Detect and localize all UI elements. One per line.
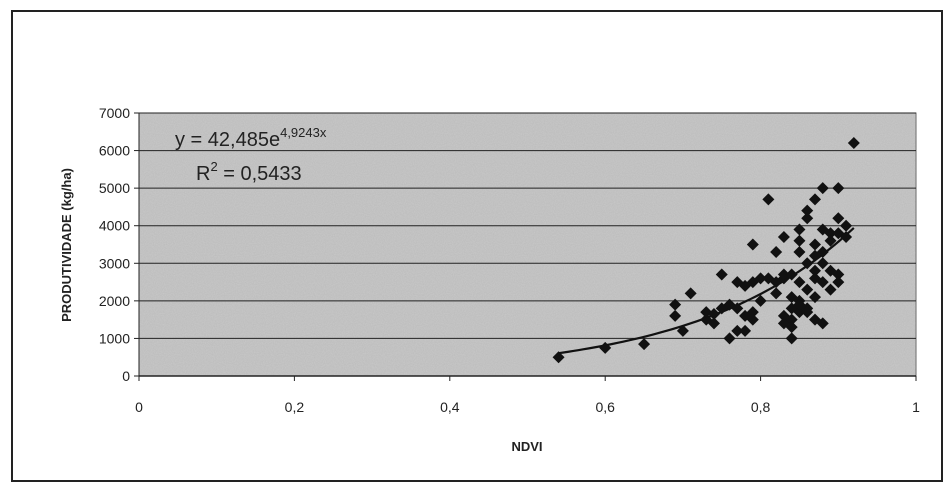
y-tick-label: 6000 bbox=[99, 143, 130, 159]
data-point bbox=[816, 257, 829, 270]
r-squared-value: = 0,5433 bbox=[218, 163, 302, 185]
data-point bbox=[801, 283, 814, 296]
r-squared-prefix: R bbox=[196, 163, 210, 185]
data-point bbox=[785, 332, 798, 345]
x-tick-label: 0 bbox=[135, 399, 143, 415]
data-point bbox=[684, 287, 697, 300]
data-point bbox=[770, 246, 783, 259]
y-tick-label: 0 bbox=[122, 368, 130, 384]
data-point bbox=[801, 212, 814, 225]
data-point bbox=[762, 193, 775, 206]
data-point bbox=[707, 317, 720, 330]
y-tick-label: 3000 bbox=[99, 255, 130, 271]
data-point bbox=[746, 313, 759, 326]
y-tick-label: 7000 bbox=[99, 105, 130, 121]
data-point bbox=[676, 324, 689, 337]
data-point bbox=[731, 324, 744, 337]
data-point bbox=[801, 257, 814, 270]
data-point bbox=[840, 219, 853, 232]
data-point bbox=[824, 283, 837, 296]
data-point bbox=[599, 341, 612, 354]
data-point bbox=[754, 272, 767, 285]
data-point bbox=[552, 351, 565, 364]
y-tick-labels: 0 1000 2000 3000 4000 5000 6000 7000 bbox=[99, 105, 130, 384]
r-squared-sup: 2 bbox=[210, 159, 217, 174]
data-point bbox=[793, 276, 806, 289]
data-point bbox=[777, 268, 790, 281]
data-point bbox=[808, 264, 821, 277]
data-point bbox=[785, 321, 798, 334]
data-point bbox=[801, 204, 814, 217]
data-point bbox=[832, 212, 845, 225]
x-tick-label: 0,8 bbox=[751, 399, 771, 415]
trend-equation: y = 42,485e4,9243x bbox=[175, 125, 327, 151]
axes bbox=[134, 112, 917, 381]
data-point bbox=[770, 287, 783, 300]
data-point bbox=[816, 276, 829, 289]
data-point bbox=[840, 230, 853, 243]
trend-equation-base: y = 42,485e bbox=[175, 129, 280, 151]
data-point bbox=[669, 298, 682, 311]
x-tick-label: 1 bbox=[912, 399, 920, 415]
data-point bbox=[731, 302, 744, 315]
data-point bbox=[808, 238, 821, 251]
data-point bbox=[746, 238, 759, 251]
y-tick-label: 2000 bbox=[99, 293, 130, 309]
r-squared: R2 = 0,5433 bbox=[196, 159, 302, 185]
data-point bbox=[785, 313, 798, 326]
data-point bbox=[715, 268, 728, 281]
data-point bbox=[723, 332, 736, 345]
x-tick-label: 0,6 bbox=[595, 399, 615, 415]
plot-background-texture bbox=[139, 113, 916, 376]
data-point bbox=[793, 246, 806, 259]
x-tick-label: 0,4 bbox=[440, 399, 460, 415]
x-tick-labels: 0 0,2 0,4 0,6 0,8 1 bbox=[135, 399, 920, 415]
data-points bbox=[552, 137, 860, 364]
data-point bbox=[847, 137, 860, 150]
y-tick-label: 4000 bbox=[99, 218, 130, 234]
data-point bbox=[777, 230, 790, 243]
y-tick-label: 1000 bbox=[99, 330, 130, 346]
data-point bbox=[638, 338, 651, 351]
data-point bbox=[793, 223, 806, 236]
data-point bbox=[669, 309, 682, 322]
data-point bbox=[801, 306, 814, 319]
x-tick-label: 0,2 bbox=[285, 399, 305, 415]
plot-area bbox=[138, 112, 917, 377]
data-point bbox=[707, 308, 720, 321]
trend-equation-exponent: 4,9243x bbox=[280, 125, 327, 140]
data-point bbox=[816, 182, 829, 195]
data-point bbox=[832, 276, 845, 289]
data-point bbox=[808, 193, 821, 206]
y-tick-label: 5000 bbox=[99, 180, 130, 196]
data-point bbox=[754, 294, 767, 307]
data-point bbox=[793, 234, 806, 247]
data-point bbox=[832, 268, 845, 281]
x-axis-title: NDVI bbox=[511, 439, 542, 454]
data-point bbox=[824, 227, 837, 240]
data-point bbox=[739, 324, 752, 337]
data-point bbox=[816, 246, 829, 259]
data-point bbox=[808, 291, 821, 304]
data-point bbox=[824, 234, 837, 247]
data-point bbox=[832, 182, 845, 195]
data-point bbox=[785, 268, 798, 281]
y-axis-title: PRODUTIVIDADE (kg/ha) bbox=[59, 168, 74, 322]
data-point bbox=[816, 317, 829, 330]
data-point bbox=[746, 306, 759, 319]
